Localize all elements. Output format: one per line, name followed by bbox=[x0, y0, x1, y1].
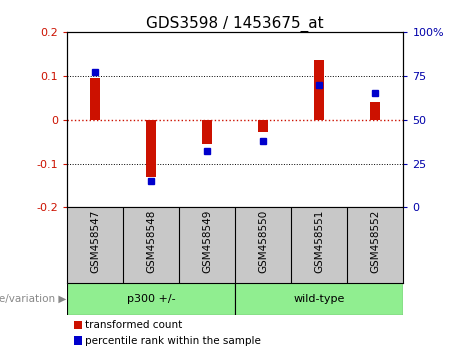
Text: p300 +/-: p300 +/- bbox=[127, 294, 175, 304]
Text: transformed count: transformed count bbox=[85, 320, 183, 330]
Text: GSM458547: GSM458547 bbox=[90, 210, 100, 273]
Text: percentile rank within the sample: percentile rank within the sample bbox=[85, 336, 261, 346]
Bar bbox=[314, 61, 324, 120]
Bar bbox=[235, 283, 403, 315]
Bar bbox=[74, 336, 82, 345]
Text: wild-type: wild-type bbox=[294, 294, 345, 304]
Bar bbox=[202, 120, 212, 144]
Bar bbox=[258, 120, 268, 132]
Text: GSM458551: GSM458551 bbox=[314, 210, 324, 273]
Bar bbox=[74, 321, 82, 329]
Bar bbox=[90, 78, 100, 120]
Text: GSM458550: GSM458550 bbox=[258, 210, 268, 273]
Text: genotype/variation ▶: genotype/variation ▶ bbox=[0, 294, 67, 304]
Bar bbox=[370, 102, 380, 120]
Text: GSM458552: GSM458552 bbox=[370, 210, 380, 273]
Bar bbox=[67, 283, 235, 315]
Text: GSM458548: GSM458548 bbox=[146, 210, 156, 273]
Title: GDS3598 / 1453675_at: GDS3598 / 1453675_at bbox=[146, 16, 324, 32]
Bar bbox=[146, 120, 156, 177]
Text: GSM458549: GSM458549 bbox=[202, 210, 212, 273]
